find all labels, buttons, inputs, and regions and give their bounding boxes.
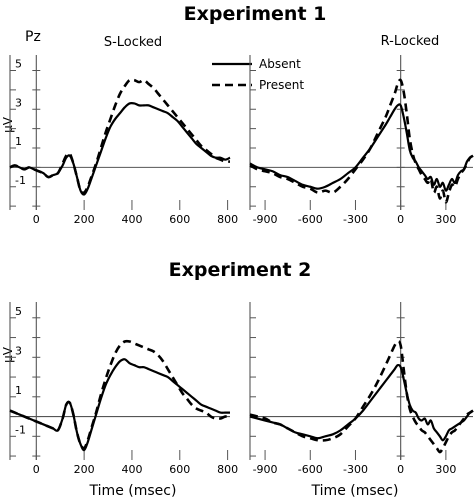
series-line-absent — [249, 103, 474, 192]
legend: Absent Present — [212, 57, 304, 92]
x-tick-label: -300 — [343, 213, 368, 226]
x-tick-label: -300 — [343, 463, 368, 476]
x-tick-label: -600 — [298, 463, 323, 476]
panel-exp1-r-locked: -900 -600 -300 0 300 — [249, 55, 474, 226]
x-tick-label: -900 — [253, 213, 278, 226]
y-tick-label: -1 — [15, 174, 26, 187]
x-tick-label: 200 — [74, 463, 95, 476]
x-tick-label: 800 — [217, 463, 238, 476]
series-line-absent — [9, 101, 231, 196]
y-axis-label-bottom: µV — [1, 346, 15, 363]
x-tick-label: 400 — [121, 463, 142, 476]
legend-label-present: Present — [259, 78, 304, 92]
series-line-present — [249, 78, 474, 204]
x-tick-label: 0 — [33, 463, 40, 476]
x-tick-label: 600 — [169, 213, 190, 226]
x-tick-label: 0 — [397, 213, 404, 226]
y-tick-label: -1 — [15, 423, 26, 436]
panel-exp2-r-locked: -900 -600 -300 0 300 — [249, 302, 474, 476]
x-tick-label: 0 — [33, 213, 40, 226]
s-locked-title: S-Locked — [104, 35, 162, 50]
experiment-2-title: Experiment 2 — [169, 259, 312, 281]
y-axis-label-top: µV — [1, 116, 15, 133]
y-tick-label: 5 — [15, 305, 22, 318]
y-tick-label: 3 — [15, 96, 22, 109]
series-line-absent — [249, 363, 474, 442]
x-tick-label: 0 — [397, 463, 404, 476]
x-tick-label: 300 — [435, 463, 456, 476]
y-tick-label: 5 — [15, 58, 22, 71]
panel-exp2-s-locked: -1 1 3 5 0 200 400 600 800 — [9, 302, 238, 476]
x-tick-label: 600 — [169, 463, 190, 476]
series-line-present — [249, 340, 474, 454]
y-tick-label: 1 — [15, 135, 22, 148]
x-axis-title-left: Time (msec) — [89, 483, 177, 499]
series-line-present — [9, 339, 231, 450]
x-tick-label: 300 — [435, 213, 456, 226]
x-tick-label: 400 — [121, 213, 142, 226]
r-locked-title: R-Locked — [381, 34, 440, 49]
y-tick-label: 3 — [15, 344, 22, 357]
site-label: Pz — [25, 29, 41, 45]
x-tick-label: -900 — [253, 463, 278, 476]
x-tick-label: 200 — [74, 213, 95, 226]
x-axis-title-right: Time (msec) — [311, 483, 399, 499]
x-tick-label: 800 — [217, 213, 238, 226]
experiment-1-title: Experiment 1 — [184, 3, 327, 25]
panel-exp1-s-locked: -1 1 3 5 0 200 400 600 800 — [9, 55, 238, 226]
series-line-present — [9, 78, 231, 195]
legend-label-absent: Absent — [259, 57, 301, 71]
x-tick-label: -600 — [298, 213, 323, 226]
y-tick-label: 1 — [15, 384, 22, 397]
series-line-absent — [9, 358, 230, 452]
